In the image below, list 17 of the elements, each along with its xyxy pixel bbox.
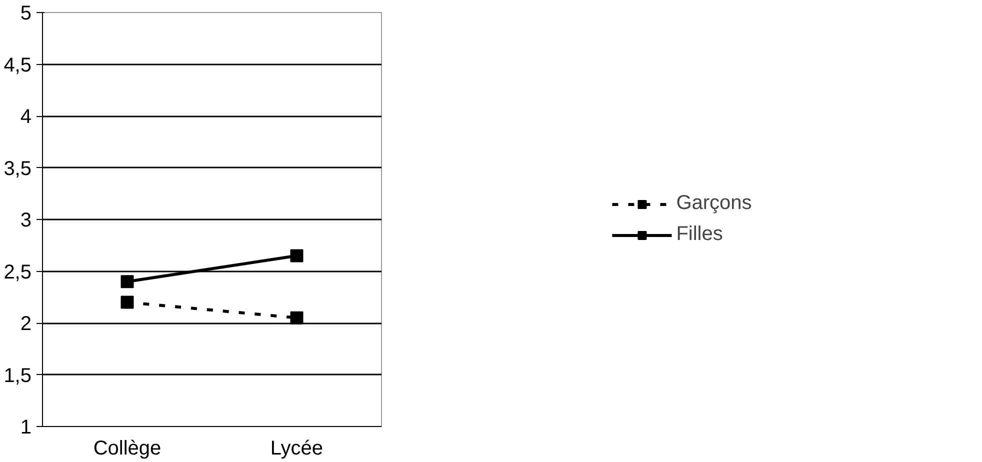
y-tick-label: 1,5 [4, 364, 32, 387]
legend-label: Garçons [676, 192, 752, 215]
x-tick-label: Collège [93, 438, 162, 460]
y-tick-label: 4,5 [4, 54, 32, 76]
point [120, 275, 134, 288]
y-tick-label: 1 [20, 416, 32, 438]
y-tick-label: 2,5 [4, 261, 32, 284]
x-tick-label: Lycée [270, 438, 324, 460]
legend-label: Filles [676, 223, 723, 246]
point [290, 311, 304, 324]
y-tick-label: 5 [20, 2, 32, 24]
y-tick-label: 4 [20, 106, 32, 128]
y-tick-label: 3,5 [4, 158, 32, 180]
point [290, 249, 304, 262]
point [120, 296, 134, 309]
y-tick-label: 3 [20, 210, 32, 232]
y-tick-label: 2 [20, 313, 32, 335]
